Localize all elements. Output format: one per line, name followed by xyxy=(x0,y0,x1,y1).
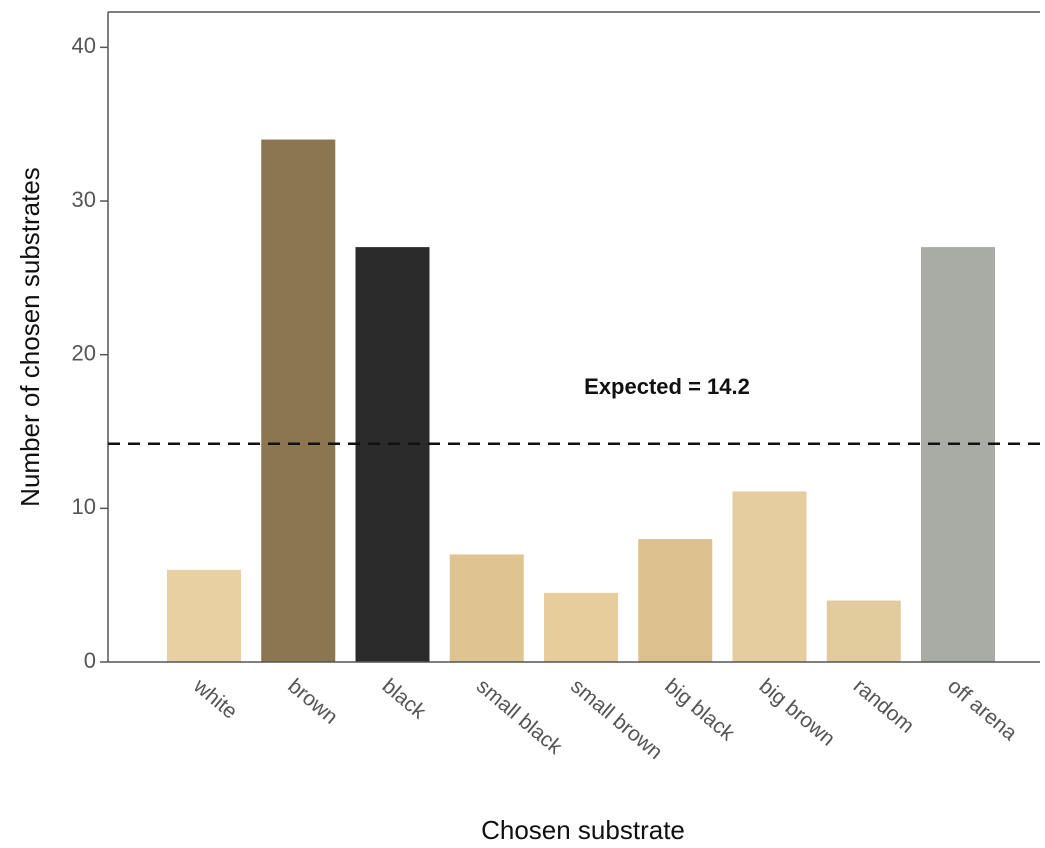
x-tick-label: small brown xyxy=(566,674,667,764)
y-tick-label: 0 xyxy=(84,648,96,673)
bar xyxy=(450,554,524,662)
x-tick-label: small black xyxy=(472,674,567,759)
bar xyxy=(544,593,618,662)
bar xyxy=(921,247,995,662)
bar xyxy=(167,570,241,662)
y-tick-label: 20 xyxy=(72,340,96,365)
bar xyxy=(261,140,335,662)
y-tick-label: 40 xyxy=(72,33,96,58)
x-axis-title: Chosen substrate xyxy=(481,815,685,845)
x-tick-label: brown xyxy=(283,674,342,728)
y-tick-label: 30 xyxy=(72,187,96,212)
bar xyxy=(733,491,807,662)
x-tick-label: black xyxy=(378,674,431,723)
x-tick-label: big brown xyxy=(755,674,840,750)
y-axis-title: Number of chosen substrates xyxy=(15,167,45,507)
x-tick-label: white xyxy=(188,674,241,724)
x-tick-label: off arena xyxy=(943,674,1021,745)
bar xyxy=(356,247,430,662)
bar xyxy=(638,539,712,662)
x-tick-label: big black xyxy=(660,674,739,745)
x-tick-label: random xyxy=(849,674,918,737)
y-tick-label: 10 xyxy=(72,494,96,519)
bar xyxy=(827,601,901,662)
reference-label: Expected = 14.2 xyxy=(584,374,750,399)
chart: Chosen substrate Number of chosen substr… xyxy=(0,0,1045,848)
